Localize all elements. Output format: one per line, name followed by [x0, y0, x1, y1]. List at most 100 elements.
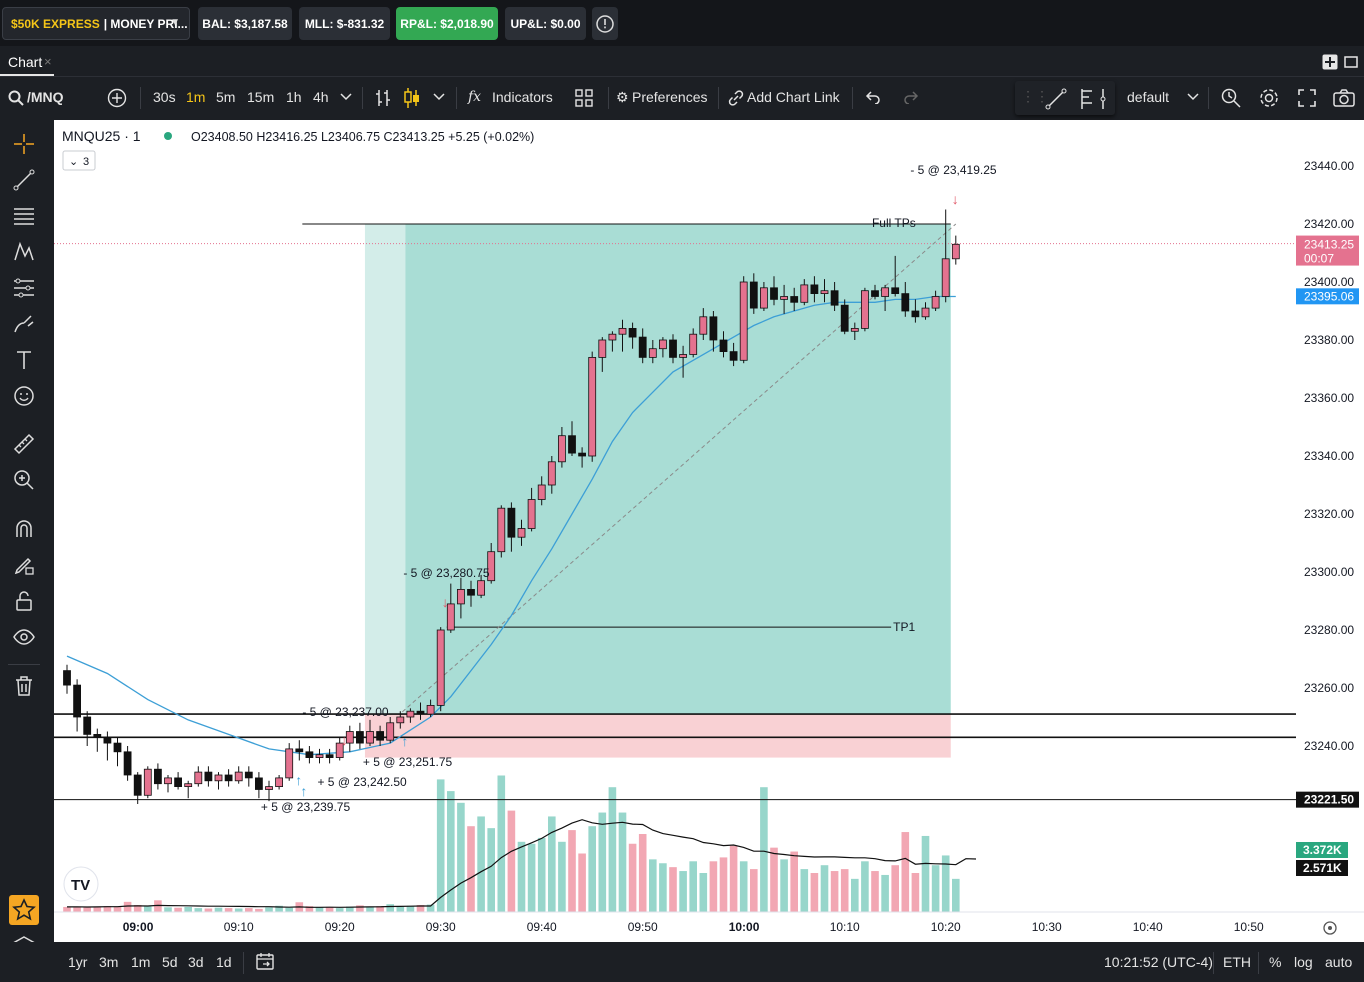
interval-1m[interactable]: 1m: [186, 89, 206, 105]
range-3d[interactable]: 3d: [188, 954, 204, 970]
tradingview-logo[interactable]: [63, 866, 99, 902]
volume-bar: [952, 878, 960, 912]
price-tick-label: 23440.00: [1304, 159, 1354, 173]
chevron-down-icon[interactable]: [433, 93, 445, 101]
price-chart-svg[interactable]: Full TPs TP1 - 5 @ 23,419.25 ↓ - 5 @ 23,280…: [54, 120, 1364, 942]
drag-handle-icon[interactable]: ⋮⋮: [1021, 88, 1049, 104]
add-panel-icon[interactable]: [1322, 54, 1338, 70]
volume-bar: [204, 908, 213, 912]
preferences-button[interactable]: Preferences: [632, 89, 708, 105]
candle-down: [628, 327, 637, 338]
eye-icon[interactable]: [12, 625, 36, 649]
chevron-down-icon[interactable]: [1187, 93, 1199, 101]
candle-up: [487, 551, 496, 582]
tab-chart[interactable]: Chart: [8, 54, 43, 70]
range-1yr[interactable]: 1yr: [68, 954, 88, 970]
legend-collapse-button[interactable]: [62, 150, 96, 171]
upl-text: UP&L: $0.00: [510, 16, 581, 31]
add-chart-link-button[interactable]: Add Chart Link: [747, 89, 840, 105]
indicators-icon[interactable]: fx: [468, 89, 482, 105]
range-3m[interactable]: 3m: [99, 954, 119, 970]
favorites-button[interactable]: [9, 895, 39, 925]
chevron-down-icon[interactable]: [340, 93, 352, 101]
time-axis[interactable]: 09:00 09:10 09:20 09:30 09:40 09:50 10:00 10:10…: [54, 911, 1364, 935]
interval-5m[interactable]: 5m: [216, 89, 236, 105]
legend-symbol[interactable]: MNQU25 · 1: [62, 128, 141, 144]
chart-pane[interactable]: Full TPs TP1 - 5 @ 23,419.25 ↓ - 5 @ 23,280…: [54, 120, 1364, 942]
trend-line-icon[interactable]: [12, 168, 36, 192]
settings-gear-icon[interactable]: [1258, 87, 1280, 109]
price-axis[interactable]: 23440.00 23420.00 23400.00 23380.00 23360.00…: [1296, 120, 1364, 912]
clock-timezone[interactable]: 10:21:52 (UTC-4): [1104, 954, 1213, 970]
candle-up: [436, 629, 445, 706]
trend-line-icon[interactable]: [1045, 88, 1067, 110]
log-scale-toggle[interactable]: log: [1294, 954, 1313, 970]
compare-symbol-icon[interactable]: [107, 88, 127, 108]
layout-select[interactable]: default: [1127, 89, 1170, 105]
price-tick-label: 23320.00: [1304, 507, 1354, 521]
interval-1h[interactable]: 1h: [286, 89, 302, 105]
toolbar-divider: [140, 87, 141, 109]
magnet-icon[interactable]: [12, 517, 36, 541]
pattern-tool-icon[interactable]: [12, 240, 36, 264]
ruler-icon[interactable]: [12, 432, 36, 456]
session-toggle[interactable]: ETH: [1223, 954, 1251, 970]
bottom-divider: [1258, 952, 1259, 974]
replay-search-icon[interactable]: [1220, 87, 1242, 109]
fib-tools-icon[interactable]: [12, 204, 36, 228]
range-1d[interactable]: 1d: [216, 954, 232, 970]
candle-style-icon[interactable]: [403, 87, 421, 109]
candle-up: [618, 327, 627, 335]
undo-icon[interactable]: [865, 90, 881, 104]
bar-style-icon[interactable]: [374, 88, 392, 108]
range-5d[interactable]: 5d: [162, 954, 178, 970]
trash-icon[interactable]: [12, 674, 36, 698]
volume-bar: [891, 865, 899, 912]
interval-4h[interactable]: 4h: [313, 89, 329, 105]
axis-settings-gear-icon-center: [1328, 926, 1332, 930]
candle-up: [941, 258, 950, 297]
vertical-line-icon[interactable]: [1099, 87, 1107, 111]
forecast-tool-icon[interactable]: [12, 276, 36, 300]
candle-down: [224, 774, 233, 782]
candle-up: [699, 316, 708, 335]
drawing-mode-lock-icon[interactable]: [12, 553, 36, 577]
gear-icon[interactable]: ⚙: [616, 89, 629, 105]
camera-icon[interactable]: [1333, 88, 1355, 108]
text-tool-icon[interactable]: [12, 348, 36, 372]
tab-close-icon[interactable]: ×: [44, 54, 52, 69]
bottom-divider: [1213, 952, 1214, 974]
range-1m[interactable]: 1m: [131, 954, 151, 970]
candle-down: [467, 588, 475, 596]
volume-bar: [901, 832, 910, 912]
info-button[interactable]: [592, 7, 618, 40]
arrow-down-icon: ↓: [442, 594, 449, 610]
date-range-icon[interactable]: [255, 951, 275, 971]
volume-bar: [447, 791, 455, 912]
brush-icon[interactable]: [12, 312, 36, 336]
interval-15m[interactable]: 15m: [247, 89, 275, 105]
percent-scale-toggle[interactable]: %: [1269, 954, 1282, 970]
redo-icon[interactable]: [903, 90, 919, 104]
indicators-button[interactable]: Indicators: [492, 89, 553, 105]
volume-bar: [851, 878, 859, 912]
fullscreen-icon[interactable]: [1297, 88, 1317, 108]
crosshair-icon[interactable]: [12, 132, 36, 156]
auto-scale-toggle[interactable]: auto: [1325, 954, 1353, 970]
symbol-search[interactable]: /MNQ: [27, 89, 64, 105]
templates-grid-icon[interactable]: [575, 89, 593, 107]
search-icon[interactable]: [8, 90, 24, 106]
candle-up: [931, 296, 940, 309]
price-tick-label: 23380.00: [1304, 333, 1354, 347]
interval-30s[interactable]: 30s: [153, 89, 176, 105]
fib-retracement-icon[interactable]: [1080, 87, 1094, 111]
lock-icon[interactable]: [12, 589, 36, 613]
restore-panel-icon[interactable]: [1344, 56, 1358, 68]
zoom-in-icon[interactable]: [12, 468, 36, 492]
volume-bar: [840, 869, 849, 912]
bottom-divider: [243, 952, 244, 974]
emoji-icon[interactable]: [12, 384, 36, 408]
link-icon[interactable]: [728, 90, 744, 106]
account-selector[interactable]: $50K EXPRESS | MONEY PRI... ▼: [2, 7, 190, 40]
candle-up: [164, 777, 172, 785]
